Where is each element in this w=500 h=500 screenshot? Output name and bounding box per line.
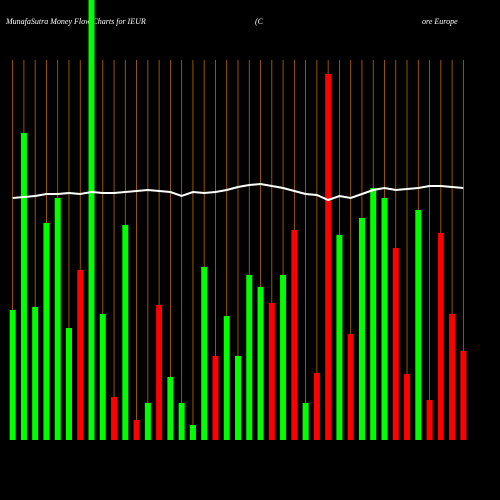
bar <box>370 188 377 440</box>
chart-title-part: ore Europe <box>422 17 458 26</box>
bar <box>156 305 163 440</box>
bar <box>280 275 287 440</box>
bar <box>111 397 118 440</box>
bar <box>235 356 241 440</box>
bar <box>99 314 106 440</box>
bar <box>65 328 72 440</box>
line <box>12 182 464 202</box>
bar <box>133 420 140 440</box>
bar <box>449 314 456 440</box>
bar <box>381 198 388 440</box>
bar <box>20 133 27 440</box>
bar <box>415 210 422 440</box>
bar <box>189 425 196 440</box>
bar <box>88 0 95 440</box>
bar <box>212 356 219 440</box>
bar <box>144 403 151 440</box>
bar <box>392 248 399 440</box>
bar <box>178 403 185 440</box>
bar <box>54 198 61 440</box>
bar <box>347 334 354 440</box>
bar <box>358 218 365 440</box>
bar <box>437 233 444 440</box>
bar <box>223 316 230 440</box>
bar <box>77 270 84 440</box>
bar <box>460 351 467 440</box>
bar <box>201 267 208 440</box>
bar <box>404 374 411 440</box>
bar <box>122 225 129 440</box>
bar <box>32 307 39 440</box>
bar <box>426 400 433 440</box>
bar <box>313 373 320 440</box>
bar <box>43 223 50 440</box>
bar <box>302 403 309 440</box>
bar <box>325 74 332 440</box>
bar <box>246 275 253 440</box>
bar <box>291 230 298 440</box>
bar <box>257 287 264 440</box>
chart-title-part: (C <box>255 17 264 26</box>
bar <box>9 310 16 440</box>
bar <box>268 303 275 440</box>
bar <box>167 377 174 440</box>
bar <box>336 235 343 440</box>
chart-title: MunafaSutra Money Flow Charts for IEUR <box>5 17 146 26</box>
